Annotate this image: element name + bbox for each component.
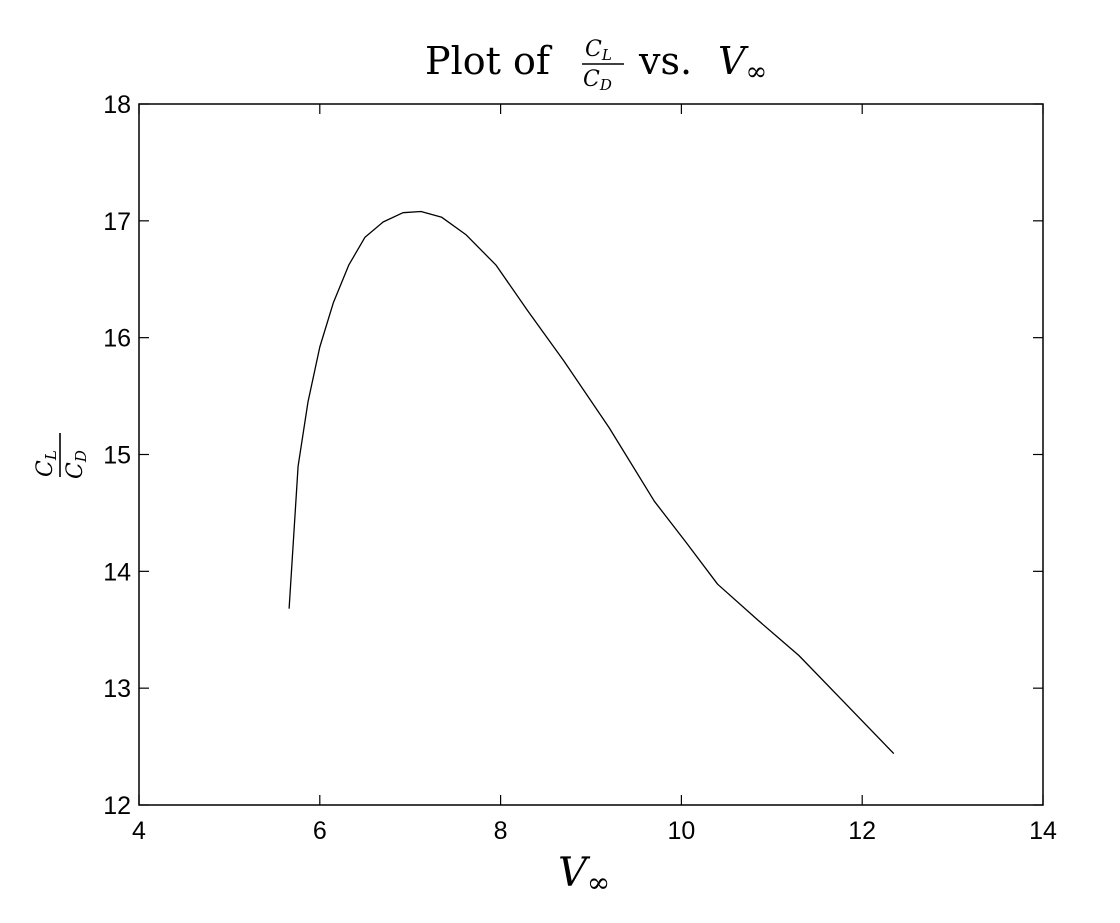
y-tick-label: 18 [103, 91, 131, 119]
y-tick-label: 14 [103, 558, 131, 586]
plot-frame [139, 104, 1043, 805]
title-frac-num-base: C [585, 37, 602, 62]
ylabel-num-base: C [33, 460, 58, 477]
x-tick-label: 12 [848, 817, 876, 845]
ylabel-num-sub: L [42, 450, 60, 461]
title-var: V∞ [718, 39, 767, 87]
ylabel-num: CL [33, 450, 60, 477]
title-var-base: V [718, 39, 749, 83]
y-axis-ticks: 12 13 14 15 16 17 18 [103, 91, 1043, 820]
title-frac-num: CL [585, 37, 612, 64]
title-frac-den-base: C [583, 67, 600, 92]
series-layer [289, 212, 894, 754]
y-tick-label: 15 [103, 442, 131, 470]
x-tick-label: 6 [313, 817, 327, 845]
xlabel: V∞ [558, 850, 610, 899]
xlabel-sub: ∞ [587, 866, 610, 899]
y-tick-label: 16 [103, 325, 131, 353]
series-line [289, 212, 894, 754]
chart-title: Plot of CL CD vs. V∞ [425, 37, 767, 94]
title-middle: vs. [638, 39, 692, 83]
x-axis-label: V∞ [558, 850, 610, 899]
title-prefix: Plot of [425, 39, 553, 83]
title-frac-den: CD [583, 67, 612, 94]
x-tick-label: 10 [667, 817, 695, 845]
ylabel-den-sub: D [72, 450, 90, 463]
x-tick-label: 8 [494, 817, 508, 845]
x-axis-ticks: 4 6 8 10 12 14 [132, 104, 1057, 845]
y-tick-label: 12 [103, 792, 131, 820]
x-tick-label: 4 [132, 817, 146, 845]
ylabel-den: CD [63, 450, 90, 479]
title-frac-num-sub: L [601, 46, 612, 64]
y-tick-label: 17 [103, 208, 131, 236]
y-tick-label: 13 [103, 675, 131, 703]
title-frac-den-sub: D [599, 76, 612, 94]
title-var-sub: ∞ [745, 57, 767, 87]
x-tick-label: 14 [1029, 817, 1057, 845]
ylabel-den-base: C [63, 462, 88, 479]
y-axis-label: CL CD [33, 433, 90, 479]
